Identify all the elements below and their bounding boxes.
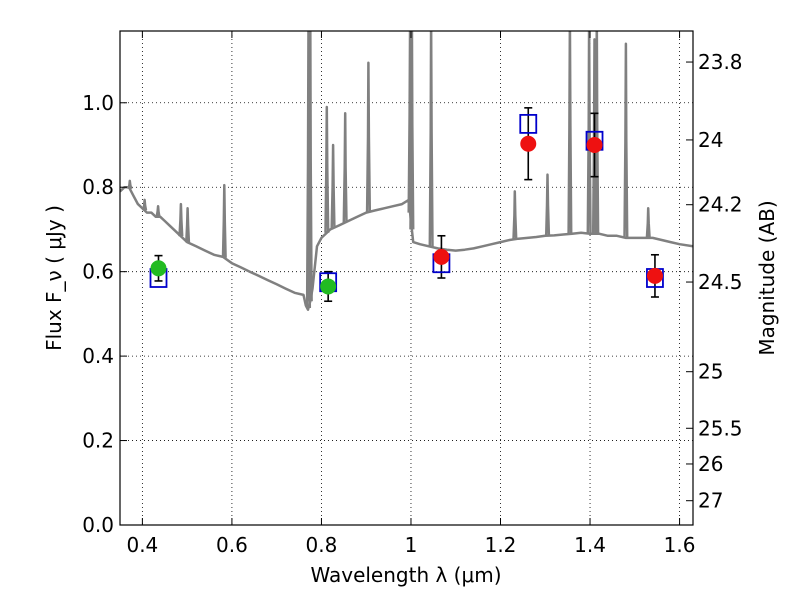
x-axis-ticks: 0.4 0.6 0.8 1 1.2 1.4 1.6 bbox=[126, 31, 695, 557]
emission-line bbox=[623, 42, 629, 238]
observed-point bbox=[520, 135, 537, 152]
emission-line bbox=[586, 31, 592, 234]
error-bars bbox=[154, 107, 659, 303]
emission-line bbox=[155, 204, 161, 218]
x-tick-label: 1.6 bbox=[664, 533, 696, 557]
magnitude-tick-label: 25 bbox=[698, 360, 723, 384]
emission-line bbox=[221, 183, 227, 258]
y-tick-label: 0.6 bbox=[82, 260, 114, 284]
emission-line bbox=[342, 112, 348, 223]
magnitude-tick-label: 23.8 bbox=[698, 50, 743, 74]
data-markers bbox=[149, 113, 664, 295]
emission-lines bbox=[127, 31, 651, 309]
x-tick-label: 1 bbox=[405, 533, 418, 557]
emission-line bbox=[365, 61, 372, 213]
emission-line bbox=[512, 190, 518, 240]
y-tick-label: 0.8 bbox=[82, 175, 114, 199]
magnitude-tick-label: 24.2 bbox=[698, 193, 743, 217]
observed-point bbox=[150, 260, 167, 277]
magnitude-tick-label: 25.5 bbox=[698, 416, 743, 440]
magnitude-tick-label: 26 bbox=[698, 452, 723, 476]
x-tick-label: 1.2 bbox=[485, 533, 517, 557]
y-axis-title: Flux F_ν ( μJy ) bbox=[42, 205, 66, 351]
y-tick-label: 1.0 bbox=[82, 91, 114, 115]
emission-line bbox=[330, 143, 336, 229]
model-spectrum bbox=[120, 185, 693, 311]
y-tick-label: 0.0 bbox=[82, 513, 114, 537]
x-tick-label: 0.8 bbox=[306, 533, 338, 557]
x-tick-label: 0.4 bbox=[126, 533, 158, 557]
emission-line bbox=[185, 207, 191, 243]
magnitude-tick-label: 27 bbox=[698, 489, 723, 513]
x-tick-label: 1.4 bbox=[574, 533, 606, 557]
emission-line bbox=[409, 31, 415, 230]
x-axis-title: Wavelength λ (μm) bbox=[310, 563, 501, 587]
emission-line bbox=[307, 31, 313, 302]
y-axis-ticks: 0.0 0.2 0.4 0.6 0.8 1.0 bbox=[82, 91, 127, 537]
y-tick-label: 0.2 bbox=[82, 429, 114, 453]
plot-frame bbox=[119, 30, 694, 526]
emission-line bbox=[127, 179, 133, 190]
emission-line bbox=[178, 202, 184, 237]
y-tick-label: 0.4 bbox=[82, 344, 114, 368]
plot-area bbox=[120, 31, 693, 311]
observed-point bbox=[320, 278, 337, 295]
observed-point bbox=[433, 248, 450, 265]
grid-lines bbox=[120, 31, 693, 526]
emission-line bbox=[544, 173, 551, 236]
observed-point bbox=[586, 137, 603, 153]
magnitude-tick-label: 24 bbox=[698, 128, 723, 152]
model-continuum bbox=[120, 185, 693, 311]
emission-line bbox=[645, 207, 651, 238]
emission-line bbox=[142, 198, 148, 211]
model-point bbox=[519, 113, 538, 134]
magnitude-tick-label: 24.5 bbox=[698, 270, 743, 294]
observed-point bbox=[646, 267, 663, 284]
x-tick-label: 0.6 bbox=[216, 533, 248, 557]
magnitude-axis-ticks: 23.8 24 24.2 24.5 25 25.5 26 27 bbox=[686, 50, 743, 513]
emission-line bbox=[567, 31, 573, 234]
emission-line bbox=[428, 31, 434, 247]
magnitude-axis-title: Magnitude (AB) bbox=[755, 200, 779, 355]
emission-line bbox=[324, 105, 330, 233]
